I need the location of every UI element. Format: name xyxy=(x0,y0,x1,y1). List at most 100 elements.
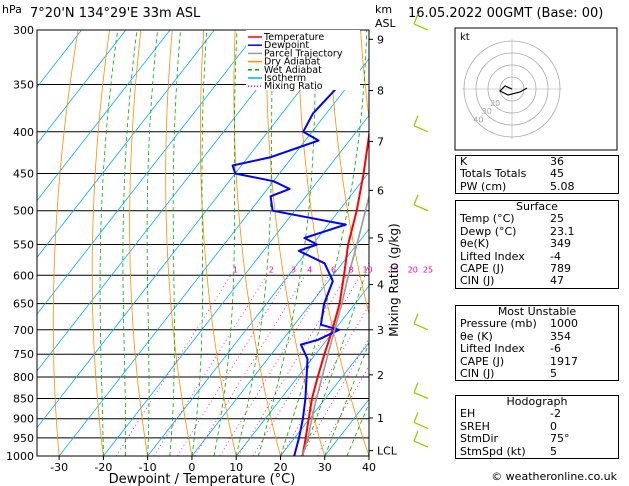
index-value: 47 xyxy=(550,274,564,288)
index-row: Totals Totals 45 xyxy=(456,167,618,181)
mixing-ratio-label: 8 xyxy=(349,265,354,274)
plot-frame xyxy=(36,29,370,457)
index-key: CIN (J) xyxy=(460,274,495,288)
index-key: SREH xyxy=(460,419,490,433)
dry-adiabat xyxy=(328,30,369,316)
index-value: 5.08 xyxy=(550,179,575,193)
hodograph-ring-label: 20 xyxy=(490,99,500,108)
legend-entry: Wet Adiabat xyxy=(264,65,322,76)
wet-adiabat xyxy=(191,30,208,456)
x-tick-label: 0 xyxy=(188,461,195,474)
wet-adiabat xyxy=(169,30,181,456)
index-row: StmSpd (kt) 5 xyxy=(456,445,618,458)
mixing-ratio-line xyxy=(177,275,290,456)
wind-barb-flag xyxy=(413,115,419,127)
pressure-tick-700: 700 xyxy=(13,324,34,337)
indices-top-box: K 36 Totals Totals 45 PW (cm) 5.08 xyxy=(455,155,619,195)
wind-barb-staff xyxy=(413,391,429,400)
mixing-ratio-label: 15 xyxy=(389,265,399,274)
wind-barb-flag xyxy=(413,313,419,325)
hodograph-unit: kt xyxy=(460,32,470,43)
index-value: 1917 xyxy=(550,354,578,368)
isotherm--60 xyxy=(37,30,259,315)
km-tick-label: 5 xyxy=(377,232,384,245)
pressure-tick-550: 550 xyxy=(13,238,34,251)
index-value: 0 xyxy=(550,419,557,433)
wet-adiabat xyxy=(213,30,238,456)
index-value: 354 xyxy=(550,329,571,343)
legend-background xyxy=(246,30,360,90)
legend-entry: Dewpoint xyxy=(264,40,309,51)
dry-adiabat xyxy=(199,30,237,456)
isotherm--40 xyxy=(37,30,348,429)
most-unstable-title: Most Unstable xyxy=(497,305,577,318)
index-row: θe(K) 349 xyxy=(456,237,618,251)
legend-entry: Isotherm xyxy=(264,73,306,84)
pressure-tick-950: 950 xyxy=(13,432,34,445)
index-key: EH xyxy=(460,407,476,421)
dry-adiabat xyxy=(233,30,281,456)
mixing-ratio-line xyxy=(280,304,369,456)
index-value: -6 xyxy=(550,342,561,356)
index-value: -4 xyxy=(550,249,561,263)
x-tick-label: 20 xyxy=(273,461,287,474)
index-key: CIN (J) xyxy=(460,366,495,380)
km-tick-label: 2 xyxy=(377,369,384,382)
x-axis-label: Dewpoint / Temperature (°C) xyxy=(109,472,296,486)
parcel-trajectory-line xyxy=(301,193,369,456)
pressure-tick-900: 900 xyxy=(13,413,34,426)
km-tick-label: 4 xyxy=(377,279,384,292)
isotherm--20 xyxy=(103,114,369,456)
index-key: θe(K) xyxy=(460,237,490,251)
wet-adiabat xyxy=(146,30,158,456)
hodograph-box-title: Hodograph xyxy=(506,395,568,408)
pressure-tick-850: 850 xyxy=(13,392,34,405)
wind-barb-staff xyxy=(413,23,429,31)
wind-barb-flag xyxy=(413,382,419,393)
index-row: CAPE (J) 789 xyxy=(456,262,618,275)
mixing-ratio-label: 20 xyxy=(408,265,418,274)
wind-barb-staff xyxy=(413,323,429,331)
wind-barb-flag xyxy=(413,194,419,205)
km-tick-label: 6 xyxy=(377,184,384,197)
mixing-ratio-label: 2 xyxy=(269,265,274,274)
legend-entry: Temperature xyxy=(263,32,324,43)
asl-label: ASL xyxy=(375,17,397,30)
isotherm--50 xyxy=(37,30,304,372)
mixing-ratio-axis-label: Mixing Ratio (g/kg) xyxy=(387,223,401,336)
pressure-tick-600: 600 xyxy=(13,269,34,282)
wet-adiabat xyxy=(235,30,274,456)
mixing-ratio-label: 6 xyxy=(331,265,336,274)
isotherm--90 xyxy=(37,30,127,145)
dry-adiabat xyxy=(129,30,149,456)
x-tick-label: -10 xyxy=(139,461,157,474)
legend-entry: Dry Adiabat xyxy=(264,57,321,68)
x-tick-label: 40 xyxy=(362,461,376,474)
index-value: 23.1 xyxy=(550,224,575,238)
isotherm--70 xyxy=(37,30,215,259)
index-value: 5 xyxy=(550,366,557,380)
index-value: 36 xyxy=(550,155,564,168)
wet-adiabat xyxy=(257,30,317,456)
hodograph-index-box: Hodograph EH -2 SREH 0 StmDir 75° StmSpd (kt) 5 xyxy=(455,395,619,459)
index-key: θe (K) xyxy=(460,329,493,343)
isotherm-20 xyxy=(280,341,369,456)
axes: 1 2 3 4 6 8 10 15 20 2530035040045050055060065070… xyxy=(6,24,433,474)
wet-adiabat xyxy=(280,30,368,456)
index-row: EH -2 xyxy=(456,407,618,421)
isotherm--30 xyxy=(58,58,369,456)
pressure-tick-650: 650 xyxy=(13,298,34,311)
index-row: CAPE (J) 1917 xyxy=(456,354,618,368)
index-row: θe (K) 354 xyxy=(456,329,618,343)
index-key: Totals Totals xyxy=(460,167,527,181)
location-title: 7°20'N 134°29'E 33m ASL xyxy=(30,6,201,21)
index-row: Temp (°C) 25 xyxy=(456,212,618,225)
wind-barb-flag xyxy=(413,13,419,25)
wet-adiabat xyxy=(302,260,369,456)
index-row: CIN (J) 47 xyxy=(456,274,618,288)
index-row: CIN (J) 5 xyxy=(456,366,618,380)
dry-adiabat xyxy=(360,30,369,122)
km-tick-label: 1 xyxy=(377,412,384,425)
